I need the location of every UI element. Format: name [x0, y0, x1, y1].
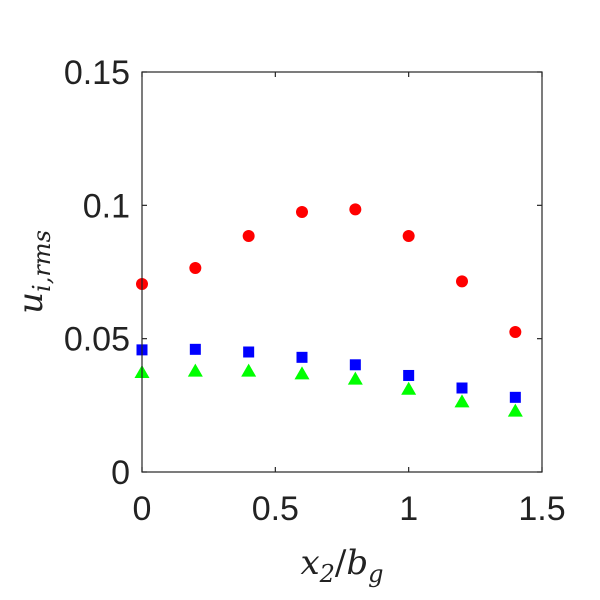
- x-tick-label: 1: [399, 490, 418, 528]
- y-tick-label: 0.15: [64, 54, 130, 92]
- plot-area: [142, 72, 542, 472]
- data-point-square: [509, 391, 521, 403]
- data-point-square: [403, 369, 415, 381]
- series-triangle: [134, 363, 523, 417]
- data-point-square: [296, 351, 308, 363]
- y-axis-label-sub: i,rms: [28, 230, 56, 292]
- plot-frame: [141, 71, 543, 473]
- data-point-circle: [402, 230, 415, 242]
- x-tick-label: 1.5: [518, 490, 565, 528]
- data-point-circle: [349, 203, 362, 216]
- series-circle: [136, 203, 522, 338]
- data-point-triangle: [401, 381, 417, 395]
- x-tick-label: 0.5: [252, 490, 299, 528]
- data-point-circle: [509, 326, 522, 338]
- data-point-triangle: [454, 394, 470, 408]
- y-axis-label: ui,rms: [11, 230, 56, 314]
- data-point-square: [456, 382, 468, 394]
- data-point-triangle: [187, 363, 203, 377]
- y-tick-label: 0: [111, 454, 130, 492]
- data-point-triangle: [507, 403, 523, 417]
- data-point-circle: [189, 262, 202, 274]
- data-point-circle: [242, 230, 255, 242]
- x-axis-label-base: x: [300, 543, 319, 583]
- x-axis-label-sub: 2: [319, 560, 335, 588]
- data-point-square: [349, 359, 361, 371]
- data-point-triangle: [347, 371, 363, 385]
- x-axis-label-sub2: g: [368, 560, 383, 588]
- y-axis-label-base: u: [11, 292, 51, 314]
- data-point-circle: [296, 206, 308, 218]
- data-point-triangle: [294, 366, 310, 380]
- x-axis-label: x2/bg: [300, 543, 383, 588]
- ticks-layer: 0 0.5 1 1.5 0 0.05 0.1 0.15: [64, 54, 566, 528]
- data-point-triangle: [241, 363, 257, 377]
- y-tick-label: 0.1: [83, 187, 130, 225]
- data-point-circle: [456, 275, 468, 288]
- data-point-square: [243, 346, 255, 358]
- x-axis-label-base2: b: [346, 543, 368, 583]
- y-tick-label: 0.05: [64, 321, 130, 359]
- x-axis-label-sep: /: [335, 543, 347, 583]
- data-point-square: [189, 343, 201, 355]
- x-tick-label: 0: [133, 490, 152, 528]
